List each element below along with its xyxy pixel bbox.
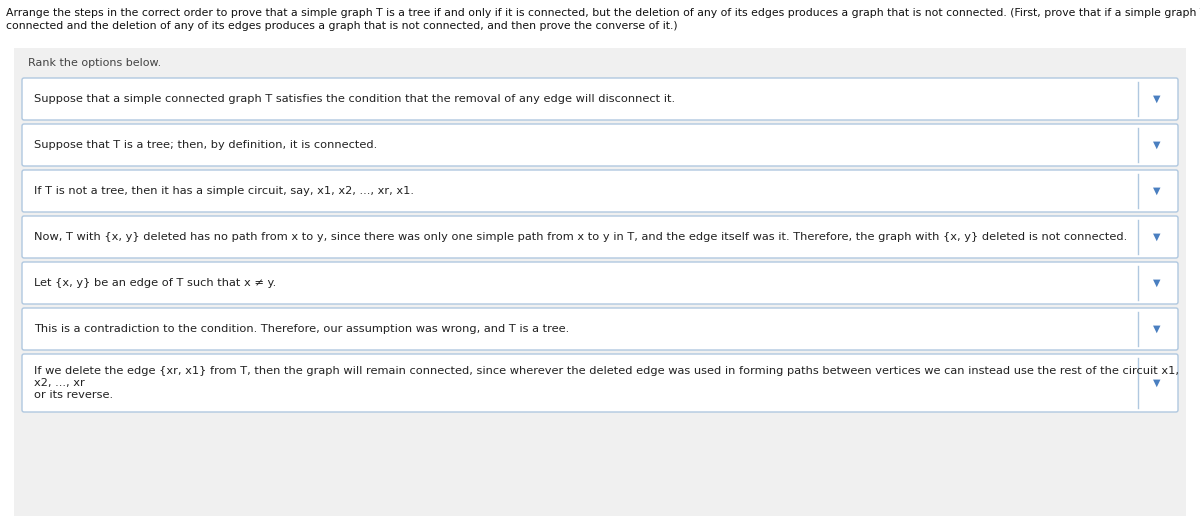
Text: If T is not a tree, then it has a simple circuit, say, x1, x2, ..., xr, x1.: If T is not a tree, then it has a simple…: [34, 186, 414, 196]
Text: ▼: ▼: [1153, 94, 1160, 104]
FancyBboxPatch shape: [22, 354, 1178, 412]
Text: Arrange the steps in the correct order to prove that a simple graph T is a tree : Arrange the steps in the correct order t…: [6, 8, 1200, 18]
Text: Rank the options below.: Rank the options below.: [28, 58, 161, 68]
Text: ▼: ▼: [1153, 378, 1160, 388]
Bar: [14, 48, 1186, 516]
FancyBboxPatch shape: [22, 170, 1178, 212]
FancyBboxPatch shape: [22, 78, 1178, 120]
Text: Now, T with {x, y} deleted has no path from x to y, since there was only one sim: Now, T with {x, y} deleted has no path f…: [34, 232, 1127, 242]
Text: If we delete the edge {xr, x1} from T, then the graph will remain connected, sin: If we delete the edge {xr, x1} from T, t…: [34, 366, 1178, 400]
Text: This is a contradiction to the condition. Therefore, our assumption was wrong, a: This is a contradiction to the condition…: [34, 324, 569, 334]
Text: ▼: ▼: [1153, 278, 1160, 288]
Text: Suppose that a simple connected graph T satisfies the condition that the removal: Suppose that a simple connected graph T …: [34, 94, 676, 104]
FancyBboxPatch shape: [22, 216, 1178, 258]
Text: ▼: ▼: [1153, 324, 1160, 334]
Text: ▼: ▼: [1153, 232, 1160, 242]
Text: Let {x, y} be an edge of T such that x ≠ y.: Let {x, y} be an edge of T such that x ≠…: [34, 278, 276, 288]
Text: ▼: ▼: [1153, 186, 1160, 196]
Text: connected and the deletion of any of its edges produces a graph that is not conn: connected and the deletion of any of its…: [6, 21, 678, 31]
Text: ▼: ▼: [1153, 140, 1160, 150]
FancyBboxPatch shape: [22, 262, 1178, 304]
FancyBboxPatch shape: [22, 308, 1178, 350]
Text: Suppose that T is a tree; then, by definition, it is connected.: Suppose that T is a tree; then, by defin…: [34, 140, 377, 150]
FancyBboxPatch shape: [22, 124, 1178, 166]
